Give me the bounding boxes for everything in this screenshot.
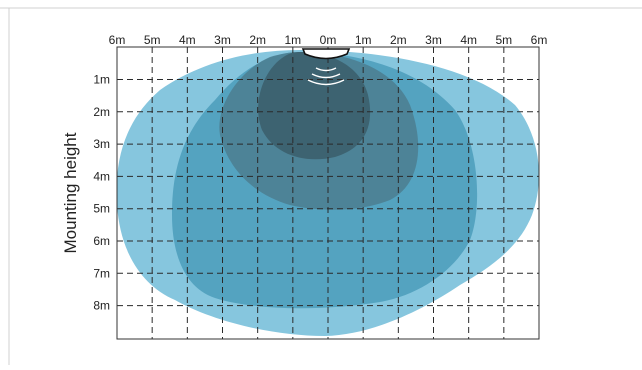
motion-sensor-icon [301, 48, 351, 86]
x-tick-label: 3m [425, 33, 442, 47]
x-tick-label: 1m [355, 33, 372, 47]
x-tick-label: 5m [144, 33, 161, 47]
y-tick-label: 1m [93, 73, 110, 87]
y-tick-labels: 1m 2m 3m 4m 5m 6m 7m 8m [93, 73, 110, 313]
x-tick-label: 6m [531, 33, 548, 47]
y-tick-label: 4m [93, 169, 110, 183]
y-tick-label: 6m [93, 234, 110, 248]
x-tick-label: 2m [249, 33, 266, 47]
x-tick-label: 0m [320, 33, 337, 47]
x-tick-label: 3m [214, 33, 231, 47]
plot-frame [116, 46, 540, 340]
y-tick-label: 2m [93, 105, 110, 119]
y-tick-label: 7m [93, 266, 110, 280]
x-tick-label: 6m [109, 33, 126, 47]
y-tick-label: 5m [93, 202, 110, 216]
x-tick-label: 4m [460, 33, 477, 47]
x-tick-label: 5m [495, 33, 512, 47]
x-tick-label: 4m [179, 33, 196, 47]
y-tick-label: 8m [93, 299, 110, 313]
detection-zone-core [258, 52, 371, 160]
x-tick-labels: 6m 5m 4m 3m 2m 1m 0m 1m 2m 3m 4m 5m 6m [109, 33, 548, 47]
dashed-grid [117, 47, 539, 339]
x-tick-label: 2m [390, 33, 407, 47]
y-tick-label: 3m [93, 137, 110, 151]
x-tick-label: 1m [284, 33, 301, 47]
y-axis-title: Mounting height [61, 132, 80, 253]
